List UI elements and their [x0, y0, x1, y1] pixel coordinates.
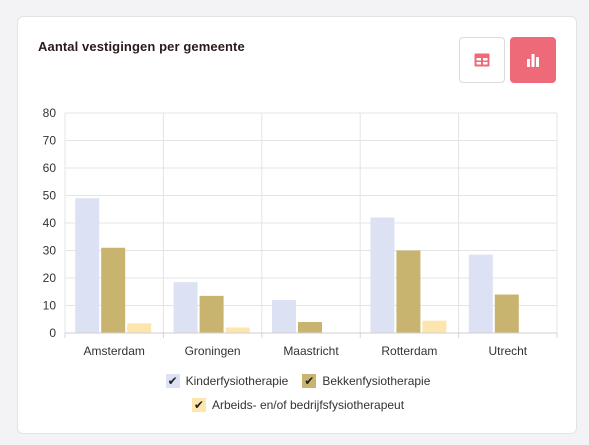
- x-tick-label: Rotterdam: [381, 344, 437, 358]
- bar: [396, 250, 421, 333]
- x-tick-label: Utrecht: [488, 344, 527, 358]
- bar: [199, 295, 224, 333]
- legend-label: Arbeids- en/of bedrijfsfysiotherapeut: [211, 398, 405, 412]
- x-tick-label: Amsterdam: [84, 344, 145, 358]
- bar: [75, 198, 100, 333]
- legend-item[interactable]: ✔ Arbeids- en/of bedrijfsfysiotherapeut: [191, 398, 405, 412]
- y-tick-label: 50: [43, 189, 57, 203]
- bar: [298, 322, 322, 333]
- y-axis: 0 10 20 30 40 50 60 70 80: [43, 106, 57, 340]
- bar: [272, 300, 296, 333]
- legend: ✔ Kinderfysiotherapie ✔ Bekkenfysiotherapie…: [18, 369, 578, 417]
- bar: [225, 327, 250, 333]
- y-tick-label: 70: [43, 134, 57, 148]
- y-tick-label: 60: [43, 161, 57, 175]
- y-tick-label: 20: [43, 271, 57, 285]
- legend-label: Bekkenfysiotherapie: [322, 374, 431, 388]
- y-tick-label: 30: [43, 244, 57, 258]
- bar: [494, 294, 519, 333]
- bar-chart: 0 10 20 30 40 50 60 70 80 Amsterdam Groningen Maas…: [43, 106, 558, 358]
- checkbox-icon[interactable]: ✔: [191, 398, 206, 412]
- legend-row: ✔ Arbeids- en/of bedrijfsfysiotherapeut: [18, 393, 578, 417]
- checkbox-icon[interactable]: ✔: [165, 374, 180, 388]
- legend-row: ✔ Kinderfysiotherapie ✔ Bekkenfysiotherapie: [18, 369, 578, 393]
- bar: [468, 254, 493, 333]
- chart-card: Aantal vestigingen per gemeente 0 10 20 30 4…: [17, 16, 577, 434]
- y-tick-label: 10: [43, 299, 57, 313]
- x-tick-label: Groningen: [185, 344, 241, 358]
- bar-chart-icon: [527, 54, 539, 67]
- bar: [101, 247, 126, 333]
- chart-title: Aantal vestigingen per gemeente: [38, 39, 245, 54]
- chart-view-button[interactable]: [510, 37, 556, 83]
- legend-item[interactable]: ✔ Kinderfysiotherapie: [165, 374, 289, 388]
- bars: [75, 198, 519, 333]
- bar: [127, 323, 152, 333]
- bar: [370, 217, 395, 333]
- table-icon: [474, 53, 490, 67]
- y-tick-label: 0: [49, 326, 56, 340]
- bar: [422, 320, 447, 333]
- y-tick-label: 80: [43, 106, 57, 120]
- checkbox-icon[interactable]: ✔: [302, 374, 317, 388]
- x-tick-label: Maastricht: [283, 344, 339, 358]
- table-view-button[interactable]: [459, 37, 505, 83]
- legend-label: Kinderfysiotherapie: [185, 374, 289, 388]
- x-axis: Amsterdam Groningen Maastricht Rotterdam Utr…: [64, 332, 558, 358]
- legend-item[interactable]: ✔ Bekkenfysiotherapie: [302, 374, 430, 388]
- y-tick-label: 40: [43, 216, 57, 230]
- bar: [173, 282, 198, 333]
